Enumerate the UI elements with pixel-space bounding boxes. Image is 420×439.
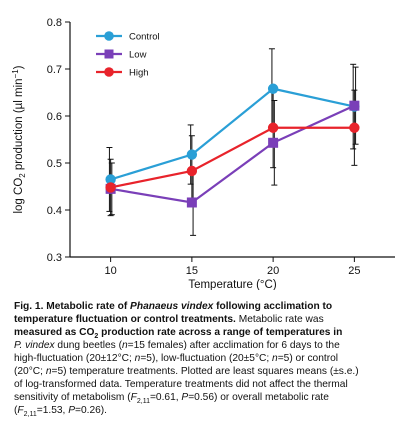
series-line [110, 126, 355, 189]
y-axis-label: log CO2 production (µl min−1) [11, 65, 27, 213]
markers [105, 83, 360, 208]
data-point [186, 165, 198, 177]
data-point [267, 122, 279, 133]
x-axis-label: Temperature (°C) [188, 279, 276, 290]
y-tick-label: 0.4 [47, 205, 62, 217]
data-point [267, 83, 279, 94]
axes: 0.3 0.4 0.5 0.6 0.7 0.8 10 15 20 25 Temperature (°… [11, 17, 395, 290]
series-line [110, 104, 355, 204]
data-point [268, 137, 279, 148]
caption-line: of log-transformed data. Temperature tre… [14, 379, 348, 391]
data-point [349, 100, 360, 111]
legend-label: Control [129, 32, 160, 43]
legend-marker [104, 31, 114, 41]
caption-line: Fig. 1. Metabolic rate of Phanaeus vinde… [14, 301, 333, 312]
data-point [186, 149, 198, 160]
data-point [186, 197, 197, 208]
series-lines [110, 87, 355, 204]
y-tick-label: 0.8 [47, 17, 62, 29]
caption-line: temperature fluctuation or control treat… [14, 314, 324, 326]
caption-line: high-fluctuation (20±12°C; n=5), low-flu… [14, 353, 339, 365]
legend-label: Low [129, 50, 147, 61]
data-point [349, 122, 360, 133]
data-point [105, 182, 116, 193]
caption-line: (20°C; n=5) temperature treatments. Plot… [14, 366, 359, 378]
series-line [110, 87, 355, 181]
legend-marker [104, 67, 114, 77]
chart: 0.3 0.4 0.5 0.6 0.7 0.8 10 15 20 25 Temperature (°… [11, 17, 395, 290]
caption-line: measured as CO2 production rate across a… [14, 327, 343, 341]
figure-caption: Fig. 1. Metabolic rate of Phanaeus vinde… [14, 300, 412, 419]
y-tick-label: 0.6 [47, 111, 62, 123]
caption-line: sensitivity of metabolism (F2,11=0.61, P… [14, 392, 329, 406]
x-tick-label: 25 [348, 265, 360, 277]
x-tick-label: 15 [186, 265, 198, 277]
x-tick-label: 10 [105, 265, 117, 277]
y-tick-label: 0.7 [47, 64, 62, 76]
x-tick-label: 20 [267, 265, 279, 277]
data-point [105, 174, 116, 185]
legend-marker [104, 49, 114, 59]
caption-line: (F2,11=1.53, P=0.26). [14, 405, 108, 419]
legend-label: High [129, 68, 149, 79]
y-tick-label: 0.3 [47, 252, 62, 264]
caption-line: P. vindex dung beetles (n=15 females) af… [14, 340, 340, 352]
legend: Control Low High [96, 31, 160, 79]
y-tick-label: 0.5 [47, 158, 62, 170]
